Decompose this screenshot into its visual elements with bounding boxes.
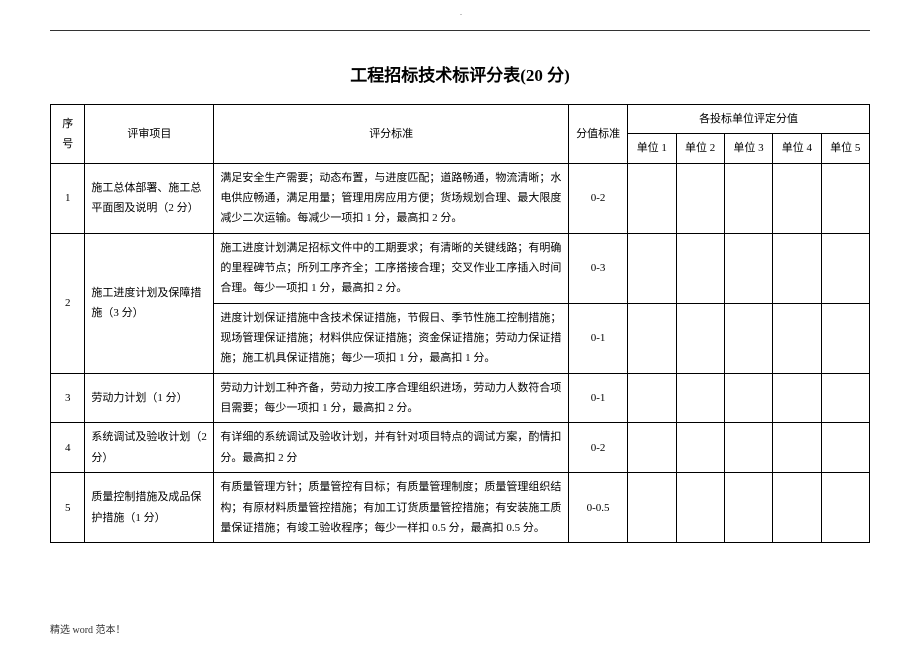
- cell-criteria: 有质量管理方针；质量管控有目标；有质量管理制度；质量管理组织结构；有原材料质量管…: [214, 473, 569, 543]
- cell-item: 质量控制措施及成品保护措施（1 分）: [85, 473, 214, 543]
- cell-unit4: [773, 473, 821, 543]
- cell-seq: 5: [51, 473, 85, 543]
- cell-unit2: [676, 423, 724, 473]
- cell-unit5: [821, 303, 869, 373]
- cell-unit2: [676, 303, 724, 373]
- header-unit1: 单位 1: [628, 134, 676, 163]
- table-row: 3 劳动力计划（1 分） 劳动力计划工种齐备，劳动力按工序合理组织进场，劳动力人…: [51, 373, 870, 423]
- cell-seq: 4: [51, 423, 85, 473]
- header-seq: 序号: [51, 105, 85, 164]
- cell-seq: 1: [51, 163, 85, 233]
- cell-unit5: [821, 423, 869, 473]
- header-unit5: 单位 5: [821, 134, 869, 163]
- header-unit3: 单位 3: [724, 134, 772, 163]
- cell-unit4: [773, 303, 821, 373]
- header-units: 各投标单位评定分值: [628, 105, 870, 134]
- table-row: 5 质量控制措施及成品保护措施（1 分） 有质量管理方针；质量管控有目标；有质量…: [51, 473, 870, 543]
- table-row: 2 施工进度计划及保障措施（3 分） 施工进度计划满足招标文件中的工期要求；有清…: [51, 233, 870, 303]
- cell-unit5: [821, 373, 869, 423]
- cell-unit2: [676, 233, 724, 303]
- cell-item: 施工总体部署、施工总平面图及说明（2 分）: [85, 163, 214, 233]
- cell-seq: 2: [51, 233, 85, 373]
- cell-unit2: [676, 473, 724, 543]
- cell-item: 系统调试及验收计划（2 分）: [85, 423, 214, 473]
- cell-unit3: [724, 473, 772, 543]
- table-row: 1 施工总体部署、施工总平面图及说明（2 分） 满足安全生产需要；动态布置，与进…: [51, 163, 870, 233]
- header-score: 分值标准: [569, 105, 628, 164]
- cell-score: 0-0.5: [569, 473, 628, 543]
- cell-unit3: [724, 163, 772, 233]
- cell-unit2: [676, 373, 724, 423]
- top-rule: [50, 30, 870, 31]
- cell-unit5: [821, 473, 869, 543]
- cell-criteria: 劳动力计划工种齐备，劳动力按工序合理组织进场，劳动力人数符合项目需要；每少一项扣…: [214, 373, 569, 423]
- footer-text: 精选 word 范本！: [50, 621, 126, 636]
- cell-unit1: [628, 233, 676, 303]
- cell-unit1: [628, 303, 676, 373]
- cell-unit4: [773, 423, 821, 473]
- cell-unit5: [821, 163, 869, 233]
- header-criteria: 评分标准: [214, 105, 569, 164]
- scoring-table: 序号 评审项目 评分标准 分值标准 各投标单位评定分值 单位 1 单位 2 单位…: [50, 104, 870, 543]
- cell-score: 0-1: [569, 373, 628, 423]
- cell-unit1: [628, 423, 676, 473]
- cell-score: 0-3: [569, 233, 628, 303]
- cell-criteria: 进度计划保证措施中含技术保证措施，节假日、季节性施工控制措施；现场管理保证措施；…: [214, 303, 569, 373]
- cell-unit3: [724, 303, 772, 373]
- page-dot: .: [460, 8, 462, 17]
- header-unit4: 单位 4: [773, 134, 821, 163]
- cell-criteria: 满足安全生产需要；动态布置，与进度匹配；道路畅通，物流清晰；水电供应畅通，满足用…: [214, 163, 569, 233]
- page-title: 工程招标技术标评分表(20 分): [50, 61, 870, 86]
- cell-score: 0-1: [569, 303, 628, 373]
- cell-unit3: [724, 373, 772, 423]
- header-unit2: 单位 2: [676, 134, 724, 163]
- header-item: 评审项目: [85, 105, 214, 164]
- cell-unit2: [676, 163, 724, 233]
- cell-seq: 3: [51, 373, 85, 423]
- cell-score: 0-2: [569, 163, 628, 233]
- cell-criteria: 施工进度计划满足招标文件中的工期要求；有清晰的关键线路；有明确的里程碑节点；所列…: [214, 233, 569, 303]
- table-row: 4 系统调试及验收计划（2 分） 有详细的系统调试及验收计划，并有针对项目特点的…: [51, 423, 870, 473]
- cell-item: 施工进度计划及保障措施（3 分）: [85, 233, 214, 373]
- cell-item: 劳动力计划（1 分）: [85, 373, 214, 423]
- cell-criteria: 有详细的系统调试及验收计划，并有针对项目特点的调试方案，酌情扣分。最高扣 2 分: [214, 423, 569, 473]
- cell-unit3: [724, 233, 772, 303]
- cell-unit1: [628, 373, 676, 423]
- cell-score: 0-2: [569, 423, 628, 473]
- cell-unit1: [628, 473, 676, 543]
- cell-unit5: [821, 233, 869, 303]
- cell-unit1: [628, 163, 676, 233]
- cell-unit4: [773, 233, 821, 303]
- cell-unit3: [724, 423, 772, 473]
- cell-unit4: [773, 373, 821, 423]
- cell-unit4: [773, 163, 821, 233]
